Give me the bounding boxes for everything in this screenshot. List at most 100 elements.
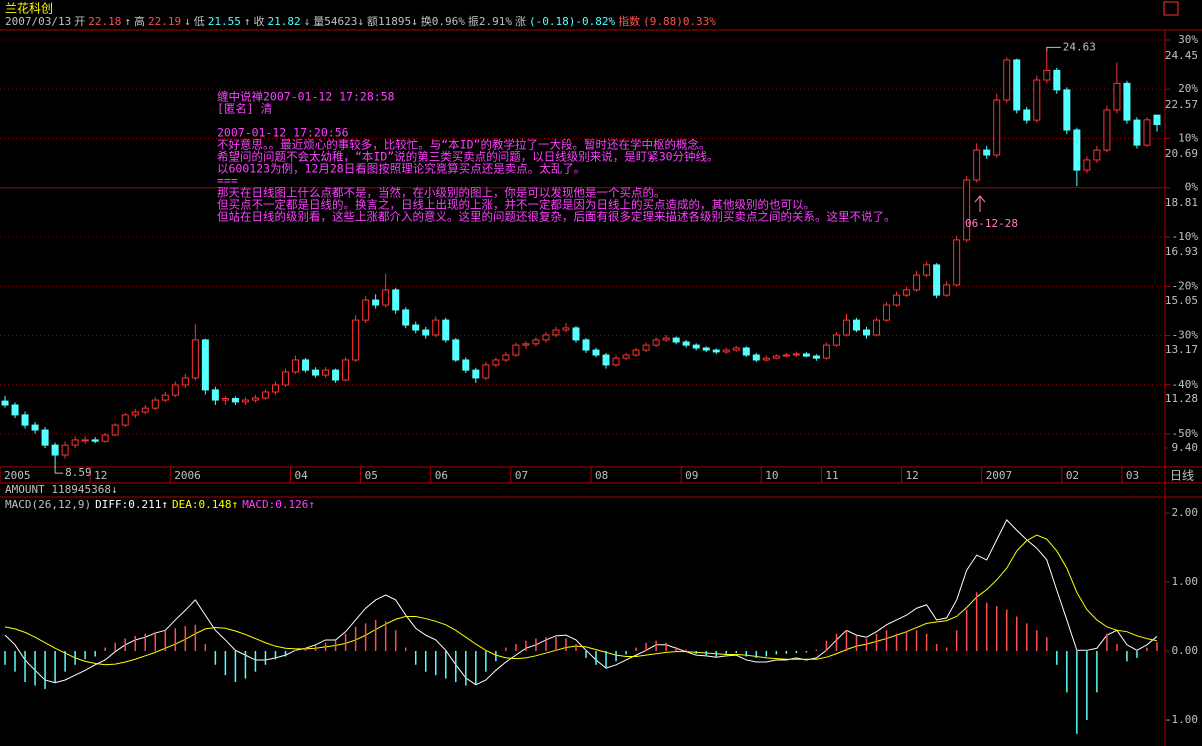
quote-item: (-0.18)-0.82%: [529, 15, 615, 28]
candle-body: [953, 239, 961, 286]
y2-tick-label: 10%: [1178, 131, 1198, 144]
candle-body: [61, 444, 69, 456]
note-line: ===: [217, 174, 238, 188]
quote-item: 22.18: [88, 15, 121, 28]
candle-body: [1143, 119, 1151, 146]
candle-body: [782, 354, 790, 357]
y-tick-label: 0.00: [1172, 644, 1199, 657]
candle-body: [822, 344, 830, 359]
leader-line: [1046, 46, 1061, 52]
x-tick-label: 12: [906, 469, 919, 482]
candle-body: [842, 319, 850, 336]
candle-body: [462, 359, 470, 371]
candle-body: [442, 319, 450, 341]
y2-tick-label: -50%: [1172, 427, 1199, 440]
candle-body: [292, 359, 300, 373]
y-tick-label: 24.45: [1165, 49, 1198, 62]
y2-tick-label: -10%: [1172, 230, 1199, 243]
leader-line: [54, 469, 64, 474]
candle-body: [11, 404, 19, 416]
window-button[interactable]: [1163, 1, 1179, 16]
candle-body: [542, 334, 550, 341]
candle-body: [893, 294, 901, 306]
candle-body: [522, 343, 530, 346]
x-tick-label: 09: [685, 469, 698, 482]
y-tick-label: -1.00: [1165, 713, 1198, 726]
quote-item: (9.88)0.33%: [643, 15, 716, 28]
candle-body: [231, 398, 239, 403]
candle-body: [512, 344, 520, 356]
candle-body: [1073, 129, 1081, 171]
candle-body: [903, 289, 911, 296]
y2-tick-label: -20%: [1172, 279, 1199, 292]
candle-body: [332, 369, 340, 381]
marker-label: 06-12-28: [965, 217, 1018, 230]
candle-body: [1043, 69, 1051, 81]
x-tick-label: 12: [94, 469, 107, 482]
note-line: 缠中说禅2007-01-12 17:28:58: [217, 90, 395, 104]
candle-body: [432, 319, 440, 336]
candle-body: [602, 354, 610, 366]
quote-item: 换0.96%: [421, 14, 465, 28]
candle-body: [161, 394, 169, 401]
quote-item: 收: [253, 14, 264, 28]
candle-body: [873, 319, 881, 336]
quote-item: ↓: [184, 15, 191, 28]
candle-body: [883, 304, 891, 321]
candle-body: [742, 347, 750, 356]
low-label: 8.59: [65, 466, 92, 479]
candle-body: [71, 439, 79, 446]
candle-body: [241, 399, 249, 403]
candle-body: [1063, 89, 1071, 131]
y-tick-label: 15.05: [1165, 294, 1198, 307]
candle-body: [492, 359, 500, 366]
y-tick-label: 18.81: [1165, 196, 1198, 209]
candle-body: [792, 353, 800, 356]
indicator-line: [4, 534, 1158, 666]
x-tick-label: 2005: [4, 469, 31, 482]
candle-body: [702, 347, 710, 351]
note-line: 那天在日线图上什么点都不是，当然，在小级别的图上，你是可以发现他是一个买点的。: [217, 186, 666, 200]
note-line: 但站在日线的级别看，这些上涨都介入的意义。这里的问题还很复杂，后面有很多定理来描…: [217, 210, 896, 224]
note-line: 不好意思。。最近烦心的事较多，比较忙。与“本ID”的教学拉了一大段。暂时还在学中…: [217, 138, 710, 152]
candle-body: [362, 299, 370, 321]
y2-tick-label: 30%: [1178, 33, 1198, 46]
quote-line: 2007/03/13 开 22.18 ↑ 高 22.19 ↓ 低 21.55 ↑ 收 21.82 ↓ 量5…: [5, 14, 716, 28]
x-tick-label: 2007: [986, 469, 1013, 482]
candle-body: [732, 347, 740, 351]
candle-body: [1053, 69, 1061, 91]
quote-item: 2007/03/13: [5, 15, 71, 28]
candle-body: [412, 324, 420, 331]
candle-body: [472, 369, 480, 379]
candle-body: [612, 357, 620, 366]
y2-tick-label: -40%: [1172, 378, 1199, 391]
candle-body: [151, 399, 159, 409]
y2-tick-label: -30%: [1172, 329, 1199, 342]
x-tick-label: 08: [595, 469, 608, 482]
quote-item: 振2.91%: [468, 14, 512, 28]
high-label: 24.63: [1063, 40, 1096, 53]
candle-body: [392, 289, 400, 311]
y-tick-label: 9.40: [1172, 441, 1199, 454]
indicator-legend: MACD(26,12,9) DIFF:0.211↑ DEA:0.148↑ MACD:0…: [5, 498, 315, 511]
candle-body: [141, 407, 149, 413]
candle-body: [271, 384, 279, 393]
candle-body: [322, 369, 330, 376]
candle-body: [1, 400, 9, 406]
note-line: [匿名] 清: [217, 102, 272, 116]
candle-body: [923, 264, 931, 276]
x-tick-label: 04: [295, 469, 309, 482]
y2-tick-label: 0%: [1185, 181, 1199, 194]
candle-body: [111, 424, 119, 436]
candle-body: [532, 339, 540, 345]
candle-body: [1113, 82, 1121, 111]
candle-body: [1003, 59, 1011, 101]
candle-body: [622, 354, 630, 359]
candle-body: [281, 371, 289, 386]
candle-body: [993, 99, 1001, 156]
candle-body: [31, 424, 39, 431]
candle-body: [1103, 109, 1111, 151]
candle-body: [1153, 114, 1161, 126]
candle-body: [41, 429, 49, 446]
y-tick-label: 20.69: [1165, 147, 1198, 160]
